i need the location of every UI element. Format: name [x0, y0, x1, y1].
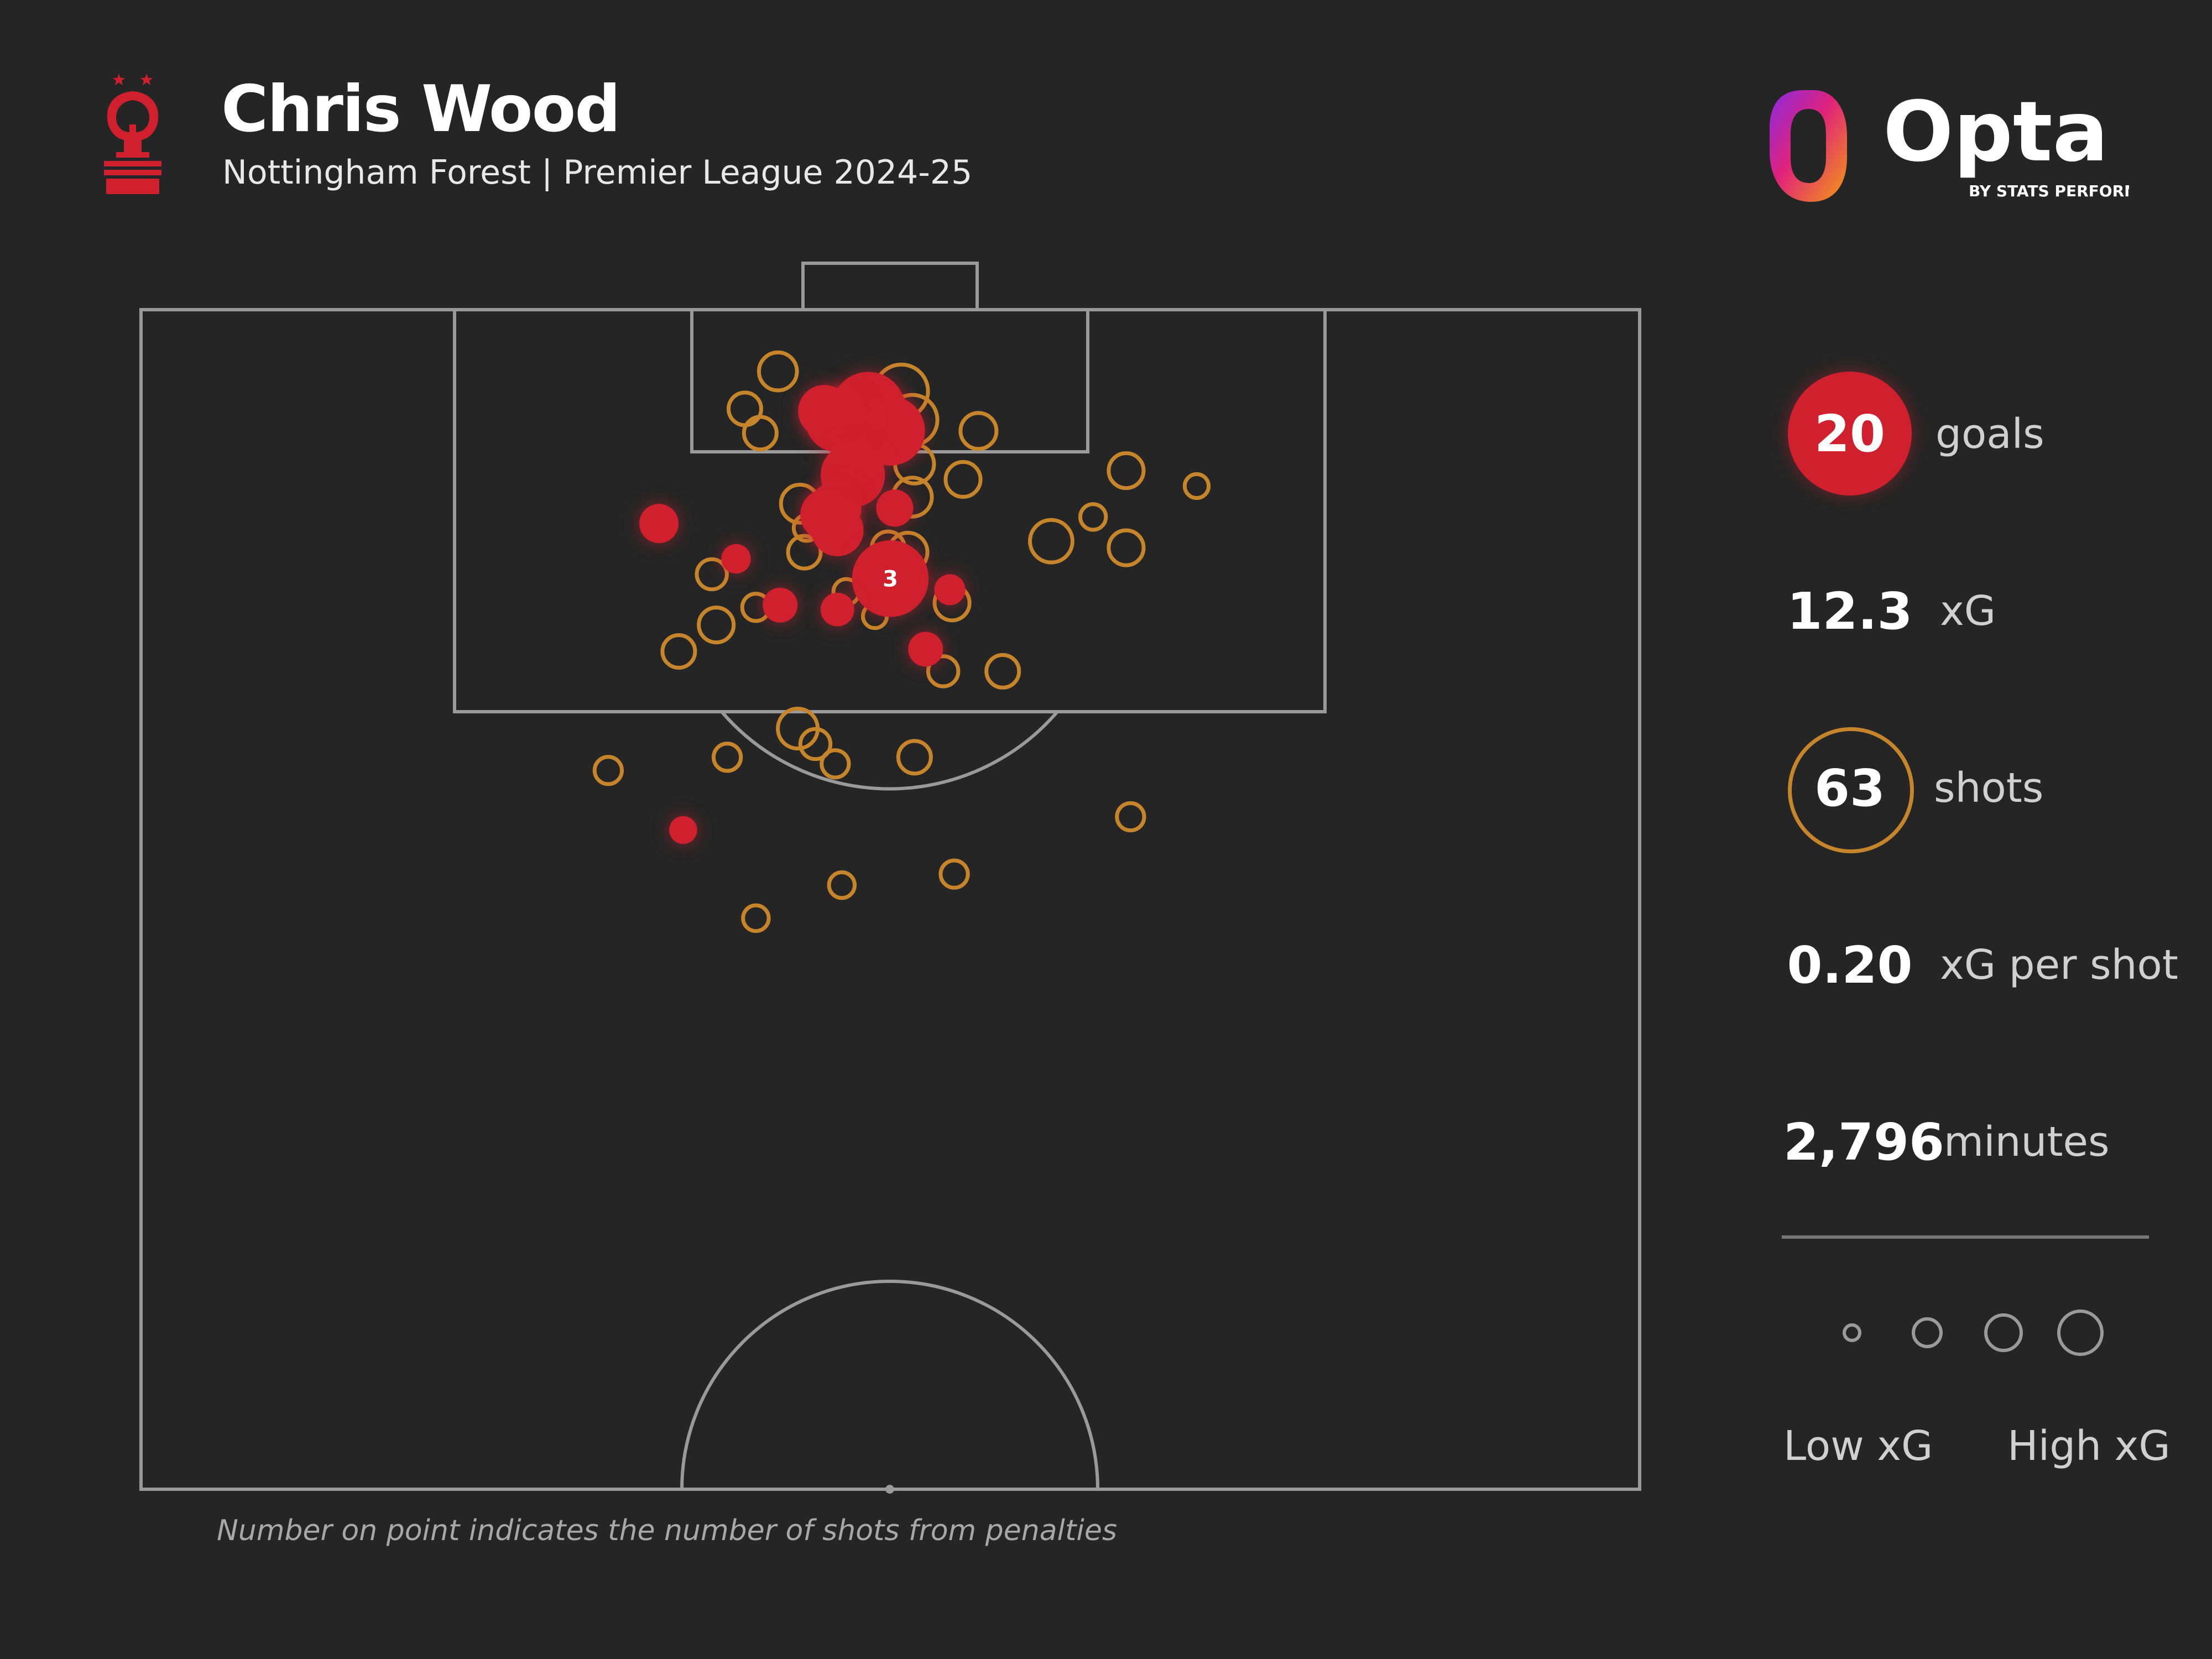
legend-size-4 [2057, 1310, 2104, 1356]
minutes-label: minutes [1944, 1118, 2110, 1166]
goal-point-4 [798, 385, 851, 437]
xg-size-legend [1843, 1310, 2104, 1356]
shot-point-29 [984, 653, 1021, 690]
divider [1782, 1235, 2149, 1239]
goal-point-16 [908, 632, 943, 667]
brand-name: Opta [1883, 86, 2109, 180]
shot-point-21 [695, 557, 729, 592]
opta-logo: Opta BY STATS PERFORM [1770, 86, 2129, 202]
penalty-count-label: 3 [883, 566, 898, 592]
legend-size-2 [1912, 1317, 1943, 1348]
shot-point-8 [943, 460, 983, 499]
xg-per-shot-value: 0.20 [1787, 936, 1913, 995]
shot-point-2 [726, 390, 763, 427]
shot-point-38 [827, 870, 857, 900]
goal-point-9 [876, 489, 914, 527]
shot-point-39 [741, 903, 771, 933]
shots-value: 63 [1814, 759, 1886, 818]
goal-point-15 [820, 592, 854, 627]
shot-point-26 [697, 606, 736, 645]
shot-point-20 [786, 534, 823, 571]
goal-point-10 [639, 504, 679, 544]
goal-point-12 [852, 540, 929, 617]
shot-map: 3 [139, 262, 1641, 1494]
shot-point-33 [820, 748, 851, 780]
xg-per-shot-label: xG per shot [1940, 941, 2178, 989]
goal-point-8 [811, 504, 864, 556]
shot-point-35 [592, 755, 624, 786]
centre-spot [885, 1485, 894, 1494]
shot-point-34 [896, 739, 933, 776]
shot-point-10 [1182, 472, 1211, 500]
goal-point-14 [763, 587, 798, 623]
footnote: Number on point indicates the number of … [217, 1514, 1117, 1547]
player-name: Chris Wood [221, 72, 620, 147]
shot-point-31 [798, 727, 833, 761]
shots-badge [1788, 727, 1914, 853]
goals-badge [1788, 372, 1912, 495]
goal-point-13 [934, 574, 966, 606]
shot-point-36 [1115, 801, 1146, 833]
shot-point-3 [742, 415, 779, 452]
shot-point-6 [958, 411, 999, 451]
goal-point-11 [721, 544, 751, 574]
shot-point-28 [926, 654, 961, 688]
xg-label: xG [1940, 587, 1996, 635]
goals-value: 20 [1814, 404, 1886, 463]
nottingham-forest-crest [104, 74, 161, 194]
shot-point-27 [660, 633, 697, 670]
xg-value: 12.3 [1787, 582, 1913, 641]
minutes-value: 2,796 [1783, 1113, 1945, 1172]
legend-low-label: Low xG [1783, 1422, 1933, 1470]
goals-label: goals [1936, 410, 2044, 458]
legend-size-3 [1984, 1313, 2023, 1352]
goal-point-17 [669, 816, 697, 844]
shot-point-1 [757, 350, 799, 393]
shot-point-32 [711, 742, 743, 773]
shot-point-37 [938, 858, 970, 890]
shots-label: shots [1934, 764, 2044, 812]
goal-point-2 [855, 396, 925, 466]
legend-size-1 [1843, 1323, 1861, 1342]
shot-point-17 [1107, 528, 1146, 567]
shot-point-9 [1107, 451, 1146, 491]
brand-tagline: BY STATS PERFORM [1969, 182, 2129, 200]
legend-high-label: High xG [2007, 1422, 2171, 1470]
subtitle: Nottingham Forest | Premier League 2024-… [222, 153, 973, 192]
shot-point-16 [1028, 518, 1074, 565]
shot-point-15 [1078, 502, 1108, 532]
